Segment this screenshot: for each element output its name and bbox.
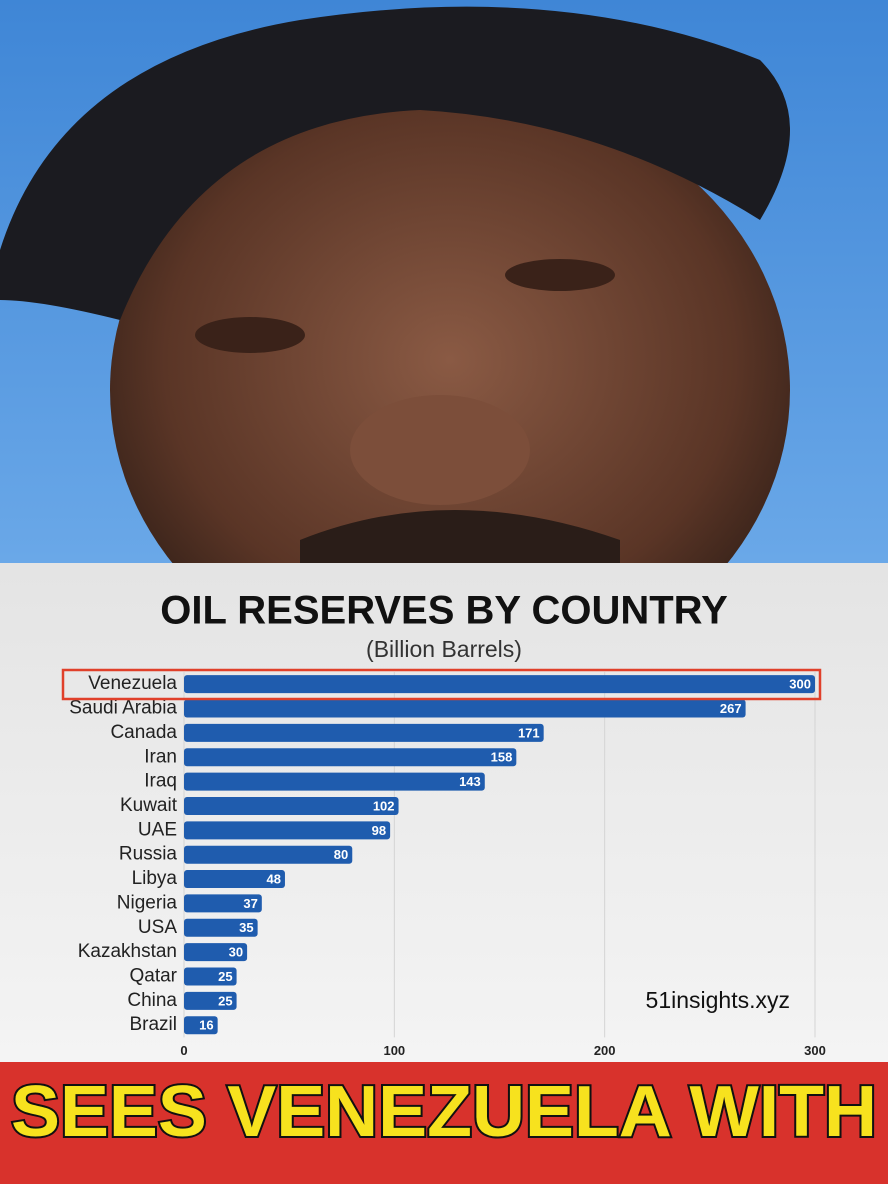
y-tick-label: Venezuela [88, 673, 177, 694]
x-tick-label: 100 [383, 1043, 405, 1058]
value-label: 80 [334, 847, 348, 862]
plot: 0 100 200 300 Venezuela 300 Saudi Arabia 267 Can… [69, 672, 826, 1058]
bar [184, 772, 485, 791]
y-tick-label: Iraq [144, 771, 177, 792]
chart-subtitle: (Billion Barrels) [366, 636, 522, 662]
bar [184, 991, 237, 1010]
y-tick-label: Saudi Arabia [69, 698, 177, 719]
y-tick-label: Qatar [129, 966, 177, 987]
bar [184, 1016, 218, 1035]
y-tick-label: Canada [110, 722, 177, 743]
value-label: 171 [518, 725, 540, 740]
caption: SEES VENEZUELA WITH [11, 1072, 877, 1152]
y-tick-label: Russia [119, 844, 178, 865]
y-tick-label: UAE [138, 819, 177, 840]
y-tick-label: Kazakhstan [78, 941, 177, 962]
bar [184, 845, 353, 864]
bar [184, 870, 285, 889]
bar [184, 967, 237, 986]
bar [184, 675, 815, 694]
bar [184, 699, 746, 718]
bar [184, 748, 517, 767]
value-label: 16 [199, 1018, 213, 1033]
y-tick-label: USA [138, 917, 177, 938]
value-label: 158 [491, 750, 513, 765]
watermark: 51insights.xyz [646, 987, 790, 1013]
value-label: 37 [243, 896, 257, 911]
value-label: 267 [720, 701, 742, 716]
value-label: 143 [459, 774, 481, 789]
bar [184, 894, 262, 913]
value-label: 30 [229, 945, 243, 960]
value-label: 300 [789, 677, 811, 692]
x-tick-label: 300 [804, 1043, 826, 1058]
y-tick-label: Nigeria [117, 892, 178, 913]
bar [184, 796, 399, 815]
video-frame [0, 0, 888, 690]
value-label: 102 [373, 798, 395, 813]
y-tick-label: Kuwait [120, 795, 178, 816]
y-tick-label: Libya [132, 868, 178, 889]
value-label: 25 [218, 969, 232, 984]
value-label: 25 [218, 993, 232, 1008]
y-tick-label: Iran [144, 746, 177, 767]
highlight-box [61, 668, 822, 701]
y-tick-label: Brazil [129, 1014, 177, 1035]
chart-title: OIL RESERVES BY COUNTRY [160, 589, 728, 633]
bar [184, 918, 258, 937]
x-tick-label: 200 [594, 1043, 616, 1058]
value-label: 35 [239, 920, 253, 935]
y-tick-label: China [127, 990, 177, 1011]
caption-band [0, 1062, 888, 1184]
bar [184, 723, 544, 742]
x-tick-label: 0 [180, 1043, 187, 1058]
value-label: 98 [372, 823, 386, 838]
bar [184, 943, 248, 962]
chart-panel [0, 563, 888, 1062]
value-label: 48 [266, 871, 280, 886]
bar [184, 821, 391, 840]
